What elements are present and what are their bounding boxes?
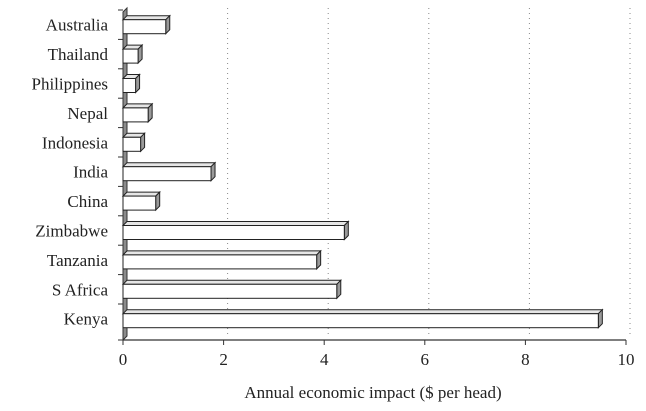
category-label: S Africa [52, 280, 109, 299]
bar-side [210, 161, 216, 182]
bar-top [121, 191, 161, 197]
bar-indonesia [121, 132, 146, 153]
bar-china [121, 190, 161, 212]
bar-side [316, 249, 322, 271]
bar-side [165, 14, 171, 35]
bar-tanzania [121, 249, 322, 271]
bar-zimbabwe [121, 220, 350, 241]
category-label: Zimbabwe [35, 222, 108, 241]
x-axis [118, 9, 627, 345]
bar-front [122, 225, 345, 240]
bar-australia [121, 14, 171, 35]
bar-philippines [121, 73, 141, 94]
bar-side [147, 102, 153, 124]
x-tick-label: 0 [119, 350, 128, 369]
x-tick-labels: 0 2 4 6 8 10 [119, 350, 635, 369]
bar-top [121, 309, 604, 315]
x-tick-label: 8 [521, 350, 530, 369]
category-label: Tanzania [47, 251, 109, 270]
bar-front [122, 254, 318, 270]
category-label: Thailand [48, 45, 109, 64]
bar-side [135, 73, 141, 94]
category-label: Australia [46, 16, 109, 35]
x-tick-label: 6 [421, 350, 430, 369]
x-tick-label: 2 [219, 350, 228, 369]
bar-top [121, 279, 342, 285]
bars [121, 14, 604, 329]
x-tick-label: 10 [618, 350, 635, 369]
bar-front [122, 107, 149, 123]
bar-front [122, 136, 142, 152]
bar-front [122, 283, 338, 299]
bar-top [121, 15, 171, 21]
bar-top [121, 103, 154, 109]
bar-front [122, 195, 157, 211]
bar-side [155, 190, 161, 212]
category-label: Kenya [64, 310, 109, 329]
bar-thailand [121, 43, 144, 65]
bar-s-africa [121, 279, 342, 300]
bar-india [121, 161, 217, 182]
bar-front [122, 313, 599, 329]
x-tick-label: 4 [320, 350, 329, 369]
category-label: Indonesia [42, 133, 109, 152]
bar-side [137, 43, 143, 65]
category-label: Philippines [31, 75, 108, 94]
bar-side [140, 132, 146, 153]
bar-nepal [121, 102, 154, 124]
category-label: China [67, 192, 108, 211]
category-label: India [73, 163, 108, 182]
bar-kenya [121, 308, 604, 329]
category-labels: Australia Thailand Philippines Nepal Indones… [31, 16, 108, 329]
bar-top [121, 162, 217, 168]
bar-top [121, 221, 350, 226]
bar-side [343, 220, 349, 241]
bar-front [122, 19, 167, 35]
category-label: Nepal [67, 104, 108, 123]
x-axis-title: Annual economic impact ($ per head) [244, 383, 501, 402]
bar-front [122, 48, 139, 64]
bar-front [122, 166, 212, 182]
bar-front [122, 78, 137, 93]
bar-side [597, 308, 603, 329]
bar-side [336, 279, 342, 300]
bar-top [121, 250, 322, 256]
